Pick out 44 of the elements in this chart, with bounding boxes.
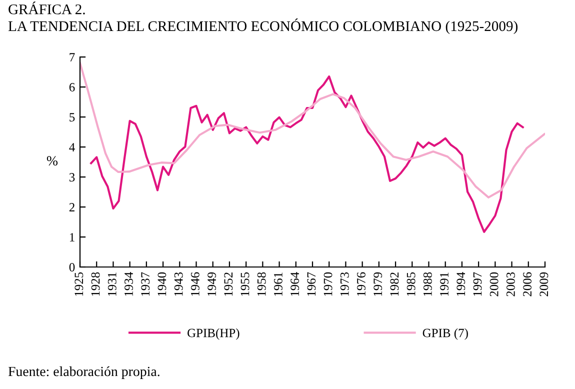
line-series: [80, 62, 545, 198]
x-tick-label: 1982: [390, 272, 399, 296]
x-tick-label: 2003: [506, 272, 515, 296]
x-tick-label: 1988: [423, 272, 432, 296]
x-tick-label: 1997: [473, 272, 482, 296]
chart-title: GRÁFICA 2. LA TENDENCIA DEL CRECIMIENTO ECONÓMICO COLOMBIANO (1925-2009): [8, 2, 518, 34]
x-tick-label: 1994: [456, 272, 466, 296]
x-tick-label: 1943: [174, 272, 183, 296]
y-tick-label: 3: [69, 173, 75, 182]
y-tick-label: 1: [70, 233, 74, 242]
x-tick-label: 1970: [324, 272, 332, 296]
legend-label: GPIB (7): [422, 328, 468, 340]
x-tick-label: 1934: [124, 272, 133, 296]
x-tick-label: 1928: [91, 272, 100, 296]
x-tick-label: 1955: [240, 272, 250, 296]
y-tick-label: 0: [69, 263, 75, 272]
x-tick-label: 1979: [374, 272, 382, 296]
y-tick-label: 5: [70, 113, 75, 122]
x-tick-label: 2009: [540, 272, 548, 296]
line-series: [90, 75, 524, 233]
x-tick-label: 1940: [158, 272, 166, 296]
x-tick-label: 1952: [224, 272, 233, 296]
source-note: Fuente: elaboración propia.: [8, 366, 160, 379]
y-tick-label: 4: [69, 143, 75, 152]
x-tick-label: 1991: [440, 272, 448, 296]
x-tick-label: 1949: [208, 272, 216, 296]
legend-label: GPIB(HP): [188, 328, 240, 340]
y-tick-label: 2: [69, 203, 74, 212]
x-tick-label: 1925: [74, 272, 84, 296]
x-tick-label: 1976: [357, 272, 366, 296]
x-tick-label: 1931: [108, 272, 116, 296]
x-tick-label: 1967: [307, 272, 316, 296]
x-tick-label: 1937: [141, 272, 150, 296]
x-tick-label: 2000: [490, 272, 498, 296]
y-axis-title: %: [46, 156, 58, 166]
y-tick-label: 6: [69, 83, 75, 92]
x-tick-label: 1958: [257, 272, 266, 296]
x-tick-label: 1964: [290, 272, 300, 296]
x-tick-label: 1985: [406, 272, 416, 296]
x-tick-label: 1946: [190, 272, 200, 296]
y-tick-label: 7: [70, 53, 75, 62]
x-tick-label: 2006: [523, 272, 532, 296]
x-tick-label: 1961: [274, 272, 282, 296]
x-tick-label: 1973: [340, 272, 349, 296]
